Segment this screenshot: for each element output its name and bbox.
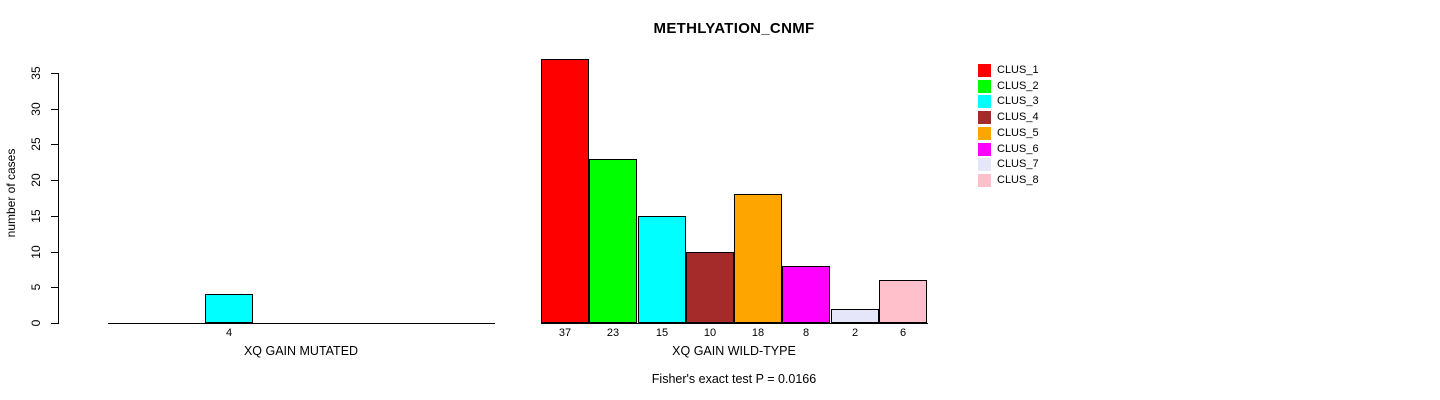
legend-label: CLUS_7: [997, 158, 1039, 170]
y-tick-label: 25: [29, 137, 43, 151]
legend-label: CLUS_5: [997, 127, 1039, 139]
bar-value-label: 15: [655, 327, 669, 339]
legend-label: CLUS_6: [997, 143, 1039, 155]
y-tick-label: 10: [29, 245, 43, 259]
y-tick-label: 0: [29, 319, 43, 327]
group-label: XQ GAIN MUTATED: [243, 344, 359, 358]
x-axis-line: [108, 323, 495, 324]
y-tick: [51, 109, 58, 110]
legend-swatch-clus_1: [978, 64, 991, 77]
legend-swatch-clus_4: [978, 111, 991, 124]
bar-value-label: 6: [899, 327, 907, 339]
legend-label: CLUS_4: [997, 111, 1039, 123]
bar-clus_1: [541, 59, 589, 323]
bar-clus_5: [734, 194, 782, 323]
legend-label: CLUS_8: [997, 174, 1039, 186]
y-tick: [51, 144, 58, 145]
y-tick-label: 30: [29, 102, 43, 116]
y-tick-label: 20: [29, 173, 43, 187]
y-tick: [51, 216, 58, 217]
legend-label: CLUS_3: [997, 95, 1039, 107]
bar-clus_6: [782, 266, 830, 323]
legend-label: CLUS_2: [997, 80, 1039, 92]
chart-title: METHLYATION_CNMF: [653, 20, 815, 37]
bar-value-label: 4: [225, 327, 233, 339]
y-tick: [51, 73, 58, 74]
bar-clus_3: [205, 294, 253, 323]
y-tick: [51, 180, 58, 181]
bar-value-label: 2: [851, 327, 859, 339]
y-tick: [51, 323, 58, 324]
y-axis-line: [58, 73, 59, 324]
bar-value-label: 37: [558, 327, 572, 339]
legend-swatch-clus_3: [978, 95, 991, 108]
bar-clus_7: [831, 309, 879, 323]
bar-value-label: 8: [802, 327, 810, 339]
bar-clus_3: [638, 216, 686, 323]
legend-swatch-clus_2: [978, 80, 991, 93]
x-axis-line: [541, 323, 928, 324]
legend-swatch-clus_7: [978, 158, 991, 171]
legend-swatch-clus_5: [978, 127, 991, 140]
fisher-test-annotation: Fisher's exact test P = 0.0166: [651, 372, 817, 386]
y-tick-label: 5: [29, 283, 43, 291]
bar-value-label: 18: [751, 327, 765, 339]
y-tick-label: 35: [29, 66, 43, 80]
bar-clus_2: [589, 159, 637, 323]
y-tick-label: 15: [29, 209, 43, 223]
legend-swatch-clus_6: [978, 143, 991, 156]
y-tick: [51, 252, 58, 253]
y-axis-label: number of cases: [4, 148, 18, 238]
bar-clus_4: [686, 252, 734, 323]
bar-value-label: 10: [703, 327, 717, 339]
bar-value-label: 23: [606, 327, 620, 339]
y-tick: [51, 287, 58, 288]
legend-swatch-clus_8: [978, 174, 991, 187]
bar-clus_8: [879, 280, 927, 323]
legend-label: CLUS_1: [997, 64, 1039, 76]
group-label: XQ GAIN WILD-TYPE: [672, 344, 796, 358]
